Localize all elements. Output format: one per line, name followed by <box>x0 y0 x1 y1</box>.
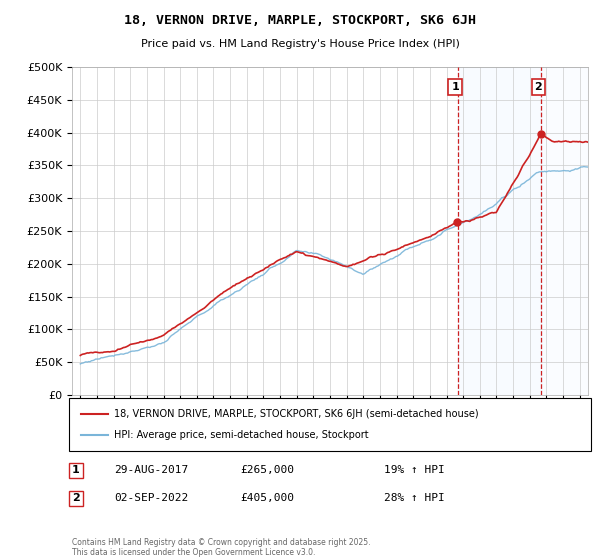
Text: 1: 1 <box>72 465 80 475</box>
Bar <box>541 67 588 395</box>
Text: 02-SEP-2022: 02-SEP-2022 <box>114 493 188 503</box>
Text: 29-AUG-2017: 29-AUG-2017 <box>114 465 188 475</box>
Bar <box>458 67 541 395</box>
Text: HPI: Average price, semi-detached house, Stockport: HPI: Average price, semi-detached house,… <box>114 430 368 440</box>
Text: 18, VERNON DRIVE, MARPLE, STOCKPORT, SK6 6JH (semi-detached house): 18, VERNON DRIVE, MARPLE, STOCKPORT, SK6… <box>114 409 479 419</box>
Text: 18, VERNON DRIVE, MARPLE, STOCKPORT, SK6 6JH: 18, VERNON DRIVE, MARPLE, STOCKPORT, SK6… <box>124 14 476 27</box>
Text: £265,000: £265,000 <box>240 465 294 475</box>
Text: 2: 2 <box>72 493 80 503</box>
Text: £405,000: £405,000 <box>240 493 294 503</box>
Text: 1: 1 <box>451 82 459 92</box>
Text: 28% ↑ HPI: 28% ↑ HPI <box>384 493 445 503</box>
Text: Contains HM Land Registry data © Crown copyright and database right 2025.
This d: Contains HM Land Registry data © Crown c… <box>72 538 371 557</box>
Text: Price paid vs. HM Land Registry's House Price Index (HPI): Price paid vs. HM Land Registry's House … <box>140 39 460 49</box>
Text: 19% ↑ HPI: 19% ↑ HPI <box>384 465 445 475</box>
Text: 2: 2 <box>535 82 542 92</box>
